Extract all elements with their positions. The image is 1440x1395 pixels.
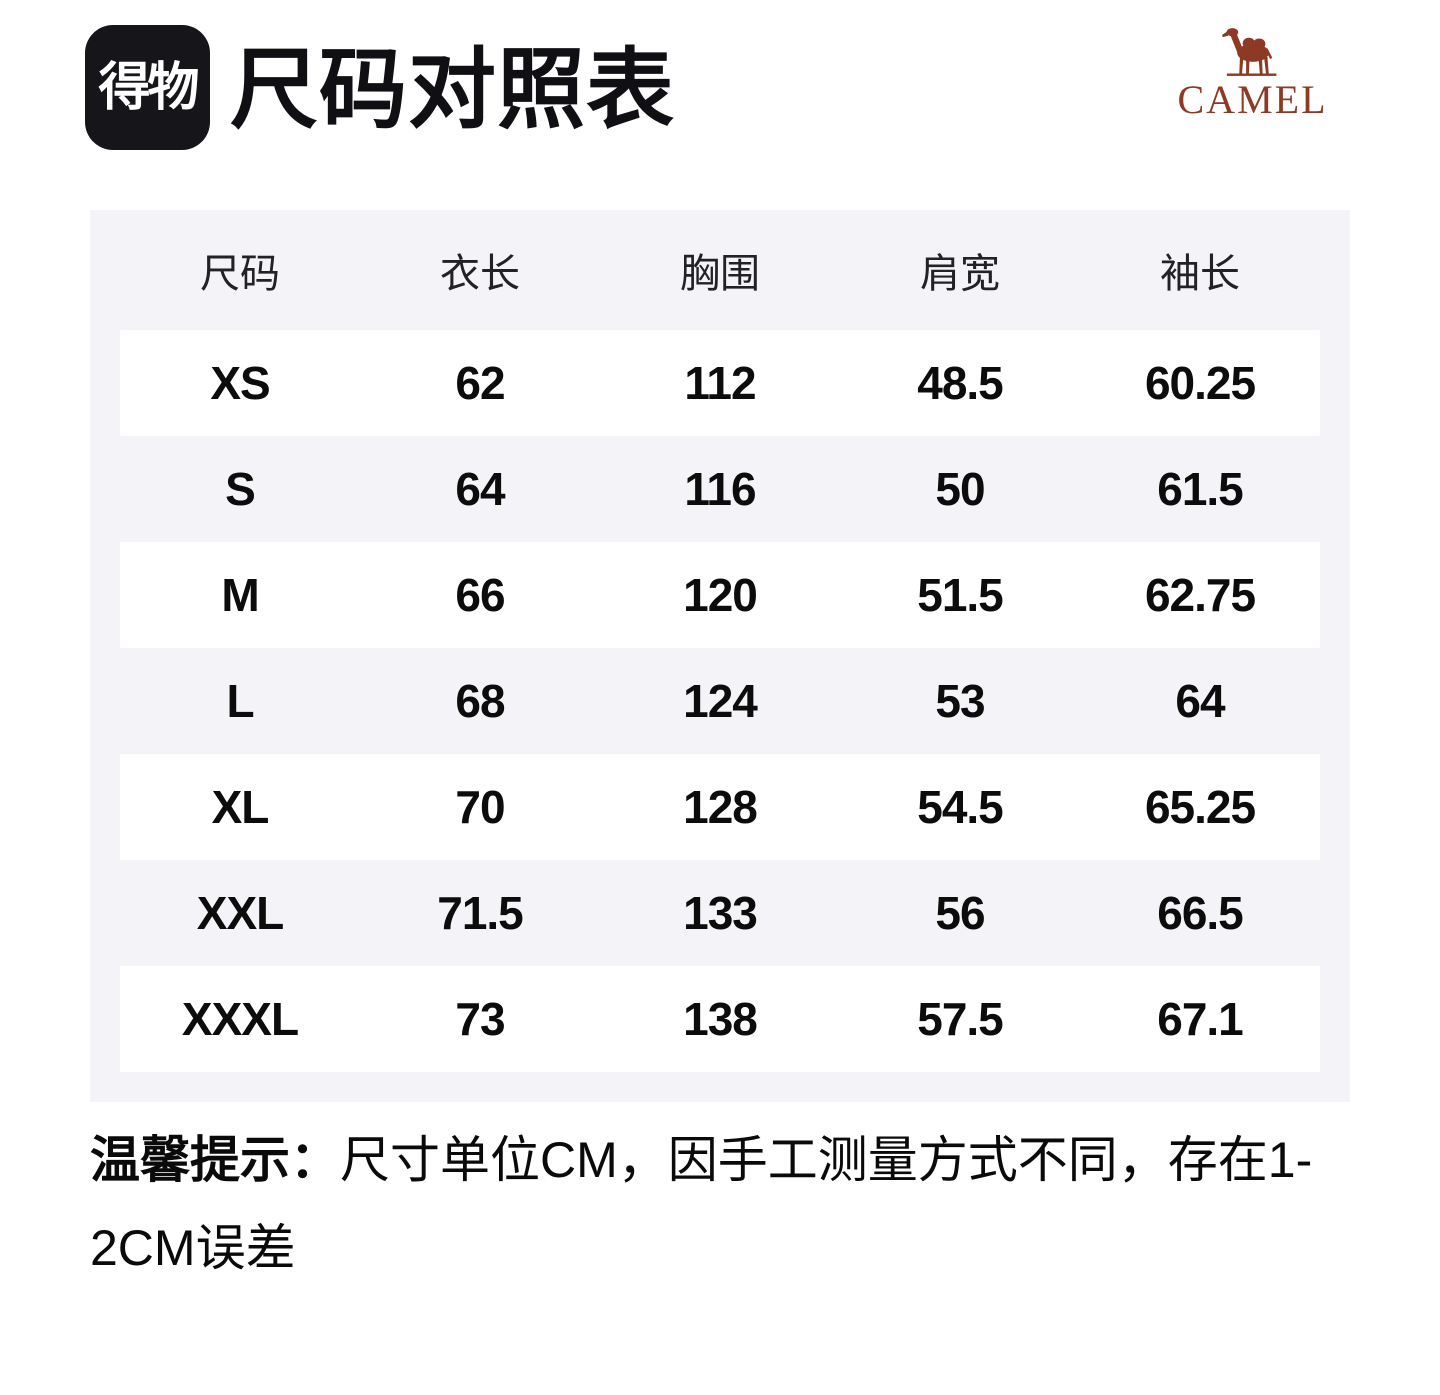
table-row-s: S 64 116 50 61.5: [120, 436, 1320, 542]
cell-value: 48.5: [917, 357, 1004, 409]
table-row-xl: XL 70 128 54.5 65.25: [120, 754, 1320, 860]
table-row-xxl: XXL 71.5 133 56 66.5: [120, 860, 1320, 966]
cell-size: XXXL: [181, 993, 299, 1045]
cell-size: XL: [211, 781, 270, 833]
cell-value: 61.5: [1157, 463, 1244, 515]
cell-value: 66: [455, 569, 505, 621]
size-table: 尺码 衣长 胸围 肩宽 袖长 XS 62 112 48.5 60.25 S 64…: [90, 210, 1350, 1102]
table-row-xxxl: XXXL 73 138 57.5 67.1: [120, 966, 1320, 1072]
cell-value: 54.5: [917, 781, 1004, 833]
cell-value: 124: [683, 675, 758, 727]
cell-value: 57.5: [917, 993, 1004, 1045]
cell-value: 53: [935, 675, 985, 727]
dewu-logo-text: 得物: [98, 58, 199, 117]
cell-value: 56: [935, 887, 985, 939]
cell-size: XXL: [196, 887, 284, 939]
cell-size: S: [225, 463, 256, 515]
cell-size: L: [226, 675, 254, 727]
cell-value: 62.75: [1144, 569, 1256, 621]
cell-size: M: [221, 569, 259, 621]
cell-value: 66.5: [1157, 887, 1244, 939]
column-header-length: 衣长: [440, 252, 520, 296]
cell-value: 70: [455, 781, 505, 833]
table-row-xs: XS 62 112 48.5 60.25: [120, 330, 1320, 436]
cell-value: 133: [683, 887, 758, 939]
dewu-app-logo: 得物: [85, 25, 210, 150]
cell-value: 71.5: [437, 887, 524, 939]
cell-value: 68: [455, 675, 505, 727]
cell-value: 60.25: [1144, 357, 1256, 409]
camel-brand-logo: CAMEL: [1175, 24, 1330, 120]
camel-icon: [1221, 28, 1276, 76]
cell-value: 65.25: [1144, 781, 1256, 833]
table-row-m: M 66 120 51.5 62.75: [120, 542, 1320, 648]
cell-value: 50: [935, 463, 985, 515]
page-title: 尺码对照表: [230, 40, 676, 139]
column-header-size: 尺码: [200, 252, 280, 296]
note-label: 温馨提示：: [90, 1132, 340, 1188]
column-header-sleeve: 袖长: [1160, 252, 1240, 296]
disclaimer-note: 温馨提示：尺寸单位CM，因手工测量方式不同，存在1-2CM误差: [90, 1116, 1365, 1292]
cell-value: 64: [1175, 675, 1225, 727]
cell-value: 128: [683, 781, 758, 833]
table-header-row: 尺码 衣长 胸围 肩宽 袖长: [120, 210, 1320, 330]
column-header-chest: 胸围: [680, 252, 760, 296]
cell-value: 138: [683, 993, 758, 1045]
column-header-shoulder: 肩宽: [920, 252, 1000, 296]
cell-value: 64: [455, 463, 505, 515]
table-row-l: L 68 124 53 64: [120, 648, 1320, 754]
cell-value: 51.5: [917, 569, 1004, 621]
brand-name-text: CAMEL: [1177, 77, 1328, 122]
cell-value: 116: [684, 463, 756, 515]
cell-value: 120: [683, 569, 758, 621]
cell-value: 73: [455, 993, 505, 1045]
cell-size: XS: [210, 357, 270, 409]
cell-value: 62: [455, 357, 505, 409]
note-text: 尺寸单位CM，因手工测量方式不同，存在1-2CM误差: [90, 1132, 1313, 1276]
cell-value: 112: [684, 357, 756, 409]
cell-value: 67.1: [1157, 993, 1244, 1045]
